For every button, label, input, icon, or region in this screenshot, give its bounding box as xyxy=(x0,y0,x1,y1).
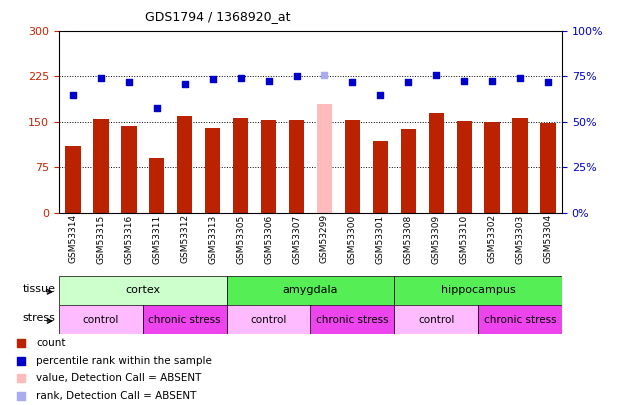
Point xyxy=(348,79,358,86)
Point xyxy=(16,340,26,346)
Point xyxy=(404,79,414,86)
Text: chronic stress: chronic stress xyxy=(484,315,556,324)
Text: GSM53303: GSM53303 xyxy=(515,214,525,264)
Text: control: control xyxy=(418,315,455,324)
Text: cortex: cortex xyxy=(125,286,160,295)
Bar xyxy=(227,305,310,334)
Bar xyxy=(93,119,109,213)
Bar xyxy=(456,121,472,213)
Point xyxy=(319,71,329,78)
Text: GSM53313: GSM53313 xyxy=(208,214,217,264)
Point xyxy=(124,79,134,86)
Text: percentile rank within the sample: percentile rank within the sample xyxy=(36,356,212,366)
Point xyxy=(68,92,78,98)
Bar xyxy=(478,305,562,334)
Bar xyxy=(310,305,394,334)
Text: value, Detection Call = ABSENT: value, Detection Call = ABSENT xyxy=(36,373,202,384)
Bar xyxy=(261,120,276,213)
Point xyxy=(375,92,385,98)
Text: GSM53308: GSM53308 xyxy=(404,214,413,264)
Point xyxy=(152,105,161,111)
Bar xyxy=(394,276,562,305)
Text: GSM53300: GSM53300 xyxy=(348,214,357,264)
Point xyxy=(16,358,26,364)
Bar xyxy=(428,113,444,213)
Point xyxy=(487,77,497,84)
Text: GSM53306: GSM53306 xyxy=(264,214,273,264)
Text: hippocampus: hippocampus xyxy=(441,286,515,295)
Text: control: control xyxy=(250,315,287,324)
Bar xyxy=(345,120,360,213)
Text: GSM53310: GSM53310 xyxy=(460,214,469,264)
Point xyxy=(431,72,441,79)
Bar xyxy=(484,122,500,213)
Bar xyxy=(121,126,137,213)
Point xyxy=(235,75,245,81)
Text: tissue: tissue xyxy=(22,284,55,294)
Text: GDS1794 / 1368920_at: GDS1794 / 1368920_at xyxy=(145,10,290,23)
Text: GSM53315: GSM53315 xyxy=(96,214,106,264)
Bar xyxy=(177,116,193,213)
Text: GSM53299: GSM53299 xyxy=(320,214,329,263)
Point xyxy=(180,81,190,87)
Text: rank, Detection Call = ABSENT: rank, Detection Call = ABSENT xyxy=(36,391,197,401)
Text: count: count xyxy=(36,338,66,348)
Bar xyxy=(317,104,332,213)
Bar xyxy=(205,128,220,213)
Bar xyxy=(289,120,304,213)
Bar xyxy=(401,129,416,213)
Text: chronic stress: chronic stress xyxy=(148,315,221,324)
Bar xyxy=(227,276,394,305)
Text: GSM53311: GSM53311 xyxy=(152,214,161,264)
Point xyxy=(515,75,525,81)
Text: GSM53309: GSM53309 xyxy=(432,214,441,264)
Bar xyxy=(149,158,165,213)
Point xyxy=(96,75,106,81)
Point xyxy=(207,76,217,83)
Bar xyxy=(540,123,556,213)
Text: control: control xyxy=(83,315,119,324)
Text: GSM53301: GSM53301 xyxy=(376,214,385,264)
Point xyxy=(459,77,469,84)
Bar xyxy=(65,146,81,213)
Text: GSM53304: GSM53304 xyxy=(543,214,553,263)
Text: GSM53302: GSM53302 xyxy=(487,214,497,263)
Bar xyxy=(233,118,248,213)
Point xyxy=(292,73,302,80)
Point xyxy=(16,375,26,382)
Text: GSM53307: GSM53307 xyxy=(292,214,301,264)
Text: amygdala: amygdala xyxy=(283,286,338,295)
Bar xyxy=(59,276,227,305)
Text: GSM53312: GSM53312 xyxy=(180,214,189,263)
Point xyxy=(16,393,26,399)
Text: GSM53305: GSM53305 xyxy=(236,214,245,264)
Bar xyxy=(143,305,227,334)
Text: chronic stress: chronic stress xyxy=(316,315,389,324)
Point xyxy=(543,79,553,85)
Text: GSM53314: GSM53314 xyxy=(68,214,78,263)
Bar xyxy=(394,305,478,334)
Bar xyxy=(373,141,388,213)
Point xyxy=(263,77,273,84)
Text: stress: stress xyxy=(22,313,55,323)
Text: GSM53316: GSM53316 xyxy=(124,214,134,264)
Bar xyxy=(512,118,528,213)
Bar xyxy=(59,305,143,334)
